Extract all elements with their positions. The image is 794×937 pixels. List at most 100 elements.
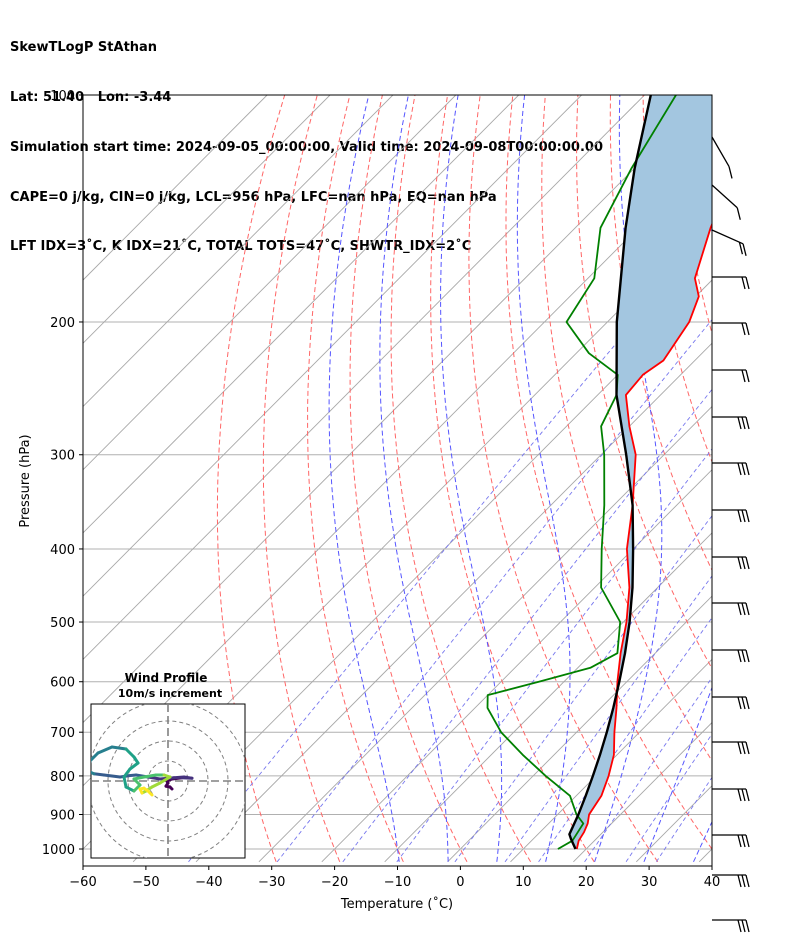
x-tick-label: 0 [456,875,464,890]
mixing-ratio-line [454,515,712,863]
barb-flag [741,649,746,663]
hodograph-segment [110,745,128,751]
dry-adiabat [349,95,468,863]
barb-flag [745,462,750,476]
mixing-ratio-lines [188,228,712,863]
x-tick-label: −60 [69,875,96,890]
barb-flag [741,416,746,430]
barb-flag [737,416,742,430]
temperature-line [575,222,712,850]
barb-flag [745,276,750,290]
x-axis-label: Temperature (˚C) [340,896,453,912]
isotherm-line [321,469,712,863]
wind-barb [712,834,750,848]
isotherm-line [83,95,268,281]
cin-shading [569,95,712,849]
barb-flag [741,788,746,802]
y-tick-label: 200 [50,316,75,331]
barb-flag [741,834,746,848]
time-line: Simulation start time: 2024-09-05_00:00:… [10,139,603,155]
dry-adiabat [307,95,404,863]
x-tick-label: −50 [132,875,159,890]
barb-flag [737,509,742,523]
barb-flag [745,788,750,802]
barb-flag [737,462,742,476]
x-tick-label: −10 [384,875,411,890]
wind-barb [712,322,750,336]
wind-barb [712,462,750,476]
moist-adiabats [328,95,712,863]
dewpoint-line [486,95,677,850]
barb-flag [745,649,750,663]
wind-barb [711,184,741,220]
isotherm-line [195,342,712,863]
isotherm-line [762,95,794,862]
barb-flag [737,649,742,663]
isotherm-line [83,95,394,408]
dry-adiabat [642,95,712,464]
hodograph-subtitle: 10m/s increment [118,687,222,700]
barb-flag [737,919,742,933]
barb-flag [741,874,746,888]
location-line: Lat: 51.40 Lon: -3.44 [10,89,172,105]
index-summary-line: LFT IDX=3˚C, K IDX=21˚C, TOTAL TOTS=47˚C… [10,239,472,255]
hodograph-segment [122,775,128,789]
hodograph-segment [122,767,132,779]
hodograph-ring [127,740,209,822]
y-tick-label: 100 [50,89,75,104]
mixing-ratio-line [538,616,712,863]
isotherm-line [83,95,582,597]
y-axis-label: Pressure (hPa) [18,434,33,527]
moist-adiabat [643,686,712,863]
isotherm-line [573,721,712,863]
wind-barb [712,276,750,290]
hodograph-segment [91,759,92,764]
moist-adiabat [440,95,503,862]
y-tick-label: 700 [50,726,75,741]
barb-flag [741,276,746,290]
barb-flag [741,509,746,523]
barb-flag [745,322,750,336]
hodograph-trace [91,745,194,797]
dry-adiabat [468,95,659,863]
barb-flag [745,741,750,755]
wind-barb [712,369,750,383]
isotherm-line [83,95,520,534]
hodograph-segment [172,775,186,780]
dry-adiabat [505,95,712,850]
wind-barbs [711,136,750,933]
barb-flag [741,556,746,570]
isotherm-line [83,95,708,724]
profile-lines [486,95,712,850]
x-tick-label: 10 [515,875,532,890]
hodograph-segment [124,747,136,759]
isotherm-line [510,658,712,863]
isotherm-line [132,279,712,863]
barb-flag [745,696,750,710]
wind-barb [712,788,750,802]
dry-adiabat [430,95,595,863]
wind-barb [712,874,750,888]
y-axis: 100 200 300 400 500 600 700 800 900 1000 [42,89,83,858]
hodograph-segment [128,761,140,771]
hodograph-segment [96,745,114,755]
isotherm-line [83,95,331,344]
barb-flag [742,243,747,256]
wind-barb [712,556,750,570]
barb-flag [737,696,742,710]
x-tick-label: −30 [258,875,285,890]
barb-flag [741,369,746,383]
wind-barb [712,919,750,933]
y-tick-label: 1000 [42,843,75,858]
barb-flag [737,741,742,755]
y-tick-label: 800 [50,770,75,785]
hodograph-segment [158,775,172,785]
isotherm-line [83,95,457,471]
barb-flag [741,322,746,336]
barb-flag [728,166,733,179]
barb-shaft [711,136,730,167]
y-tick-label: 400 [50,543,75,558]
mixing-ratio-line [396,448,712,863]
x-tick-label: 40 [704,875,721,890]
